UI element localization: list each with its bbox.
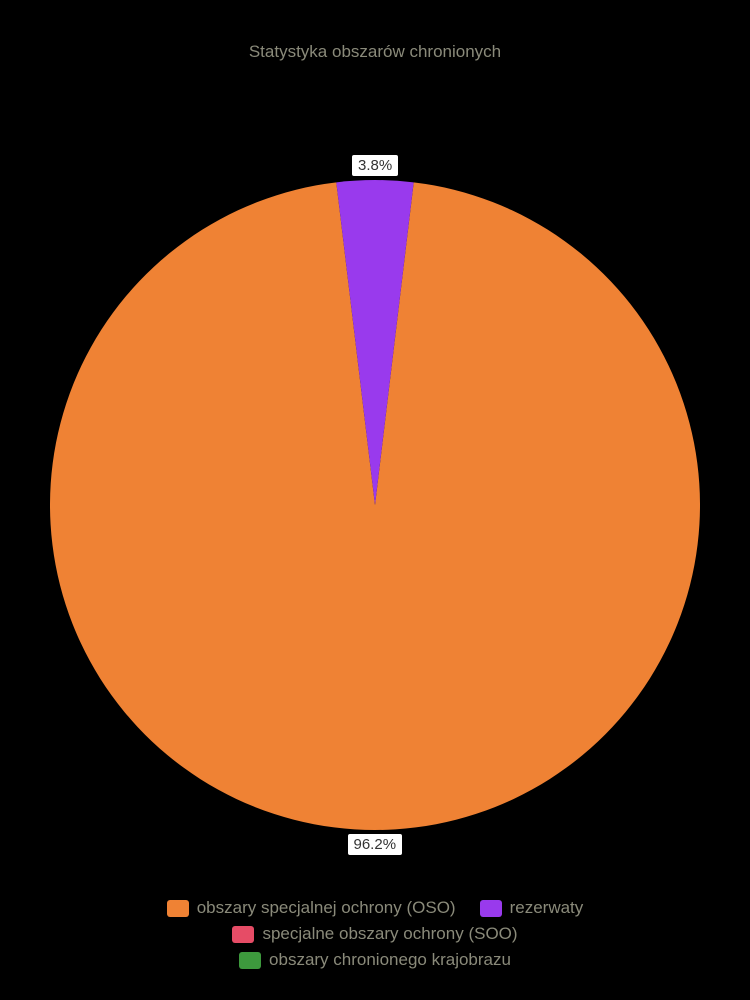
legend-swatch [167,900,189,917]
legend-item: specjalne obszary ochrony (SOO) [232,924,517,944]
legend-item: obszary chronionego krajobrazu [239,950,511,970]
legend-label: obszary specjalnej ochrony (OSO) [197,898,456,918]
slice-data-label: 96.2% [348,834,403,855]
legend: obszary specjalnej ochrony (OSO) rezerwat… [0,898,750,970]
pie-chart: 96.2% 3.8% [0,100,750,870]
legend-label: rezerwaty [510,898,584,918]
legend-label: specjalne obszary ochrony (SOO) [262,924,517,944]
legend-swatch [239,952,261,969]
legend-swatch [480,900,502,917]
slice-data-label: 3.8% [352,155,398,176]
legend-row: obszary specjalnej ochrony (OSO) rezerwat… [167,898,584,918]
legend-item: obszary specjalnej ochrony (OSO) [167,898,456,918]
legend-row: obszary chronionego krajobrazu [239,950,511,970]
legend-label: obszary chronionego krajobrazu [269,950,511,970]
chart-title: Statystyka obszarów chronionych [0,42,750,62]
legend-swatch [232,926,254,943]
legend-item: rezerwaty [480,898,584,918]
pie-svg [0,100,750,870]
legend-row: specjalne obszary ochrony (SOO) [232,924,517,944]
